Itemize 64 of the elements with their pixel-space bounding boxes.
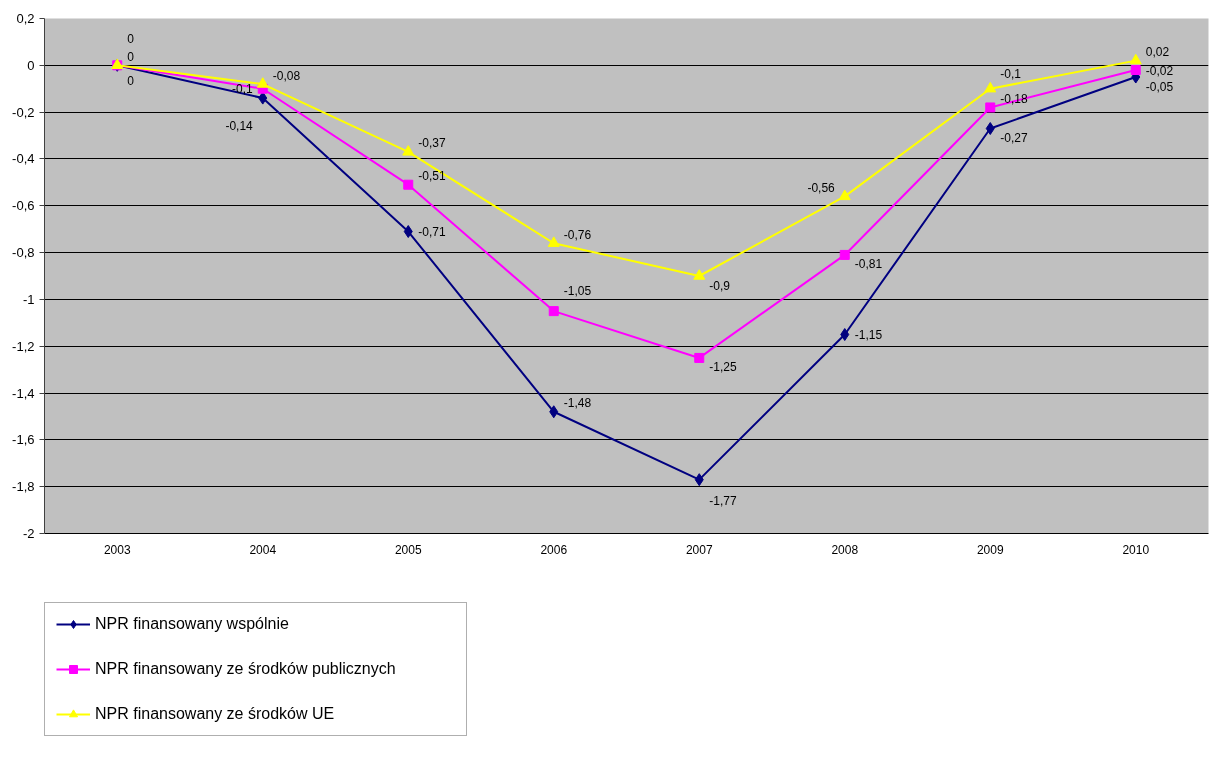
data-label: -0,76: [563, 227, 592, 242]
data-label: -0,14: [225, 118, 254, 133]
x-tick-label: 2004: [249, 542, 277, 557]
point: [258, 91, 268, 105]
data-label: -0,02: [1145, 63, 1174, 78]
y-tick-label: 0,2: [16, 11, 35, 26]
point: [985, 102, 996, 113]
x-tick-label: 2010: [1122, 542, 1150, 557]
y-tick-label: -0,4: [12, 151, 35, 167]
x-tick-label: 2005: [394, 542, 422, 557]
data-label: -0,1: [1000, 67, 1022, 82]
y-tick-label: 0: [27, 57, 35, 73]
point: [985, 122, 995, 136]
data-label: -1,25: [709, 360, 737, 375]
point: [403, 179, 414, 190]
data-label: -0,05: [1145, 79, 1174, 94]
point: [403, 225, 413, 239]
point: [694, 473, 704, 487]
y-tick-label: -1,2: [12, 338, 35, 354]
legend-label: NPR finansowany ze środków UE: [95, 704, 336, 724]
data-label: -0,9: [709, 278, 731, 293]
x-tick-label: 2007: [685, 542, 713, 557]
point: [694, 352, 705, 363]
data-label: 0: [127, 31, 135, 46]
data-label: -1,77: [709, 494, 737, 509]
point: [1130, 65, 1141, 75]
x-tick-label: 2009: [976, 542, 1004, 557]
x-tick-label: 2008: [831, 542, 859, 557]
point: [693, 269, 706, 280]
data-label: -0,37: [418, 136, 446, 151]
point: [548, 306, 559, 317]
data-label: -0,56: [807, 180, 836, 195]
point: [838, 189, 851, 201]
data-label: -1,15: [854, 328, 883, 343]
data-label: -0,81: [854, 257, 883, 272]
y-tick-label: -1,8: [12, 479, 35, 495]
data-label: -0,51: [418, 169, 446, 184]
legend-label: NPR finansowany ze środków publicznych: [95, 659, 397, 679]
point: [1129, 53, 1142, 65]
y-tick-label: -1: [22, 291, 35, 307]
data-label: -0,08: [272, 68, 301, 83]
y-tick-label: -0,6: [12, 198, 35, 214]
data-label: 0: [127, 49, 135, 64]
data-label: -1,48: [563, 396, 592, 411]
point: [549, 405, 559, 419]
point: [256, 77, 269, 88]
y-tick-label: -0,8: [12, 245, 35, 261]
y-tick-label: -0,2: [12, 104, 35, 120]
data-label: -1,05: [563, 283, 592, 298]
x-tick-label: 2006: [540, 542, 568, 557]
point: [839, 249, 850, 260]
x-tick-label: 2003: [103, 542, 131, 557]
point: [547, 236, 560, 247]
data-label: 0,02: [1145, 45, 1170, 60]
data-label: 0: [127, 73, 135, 88]
point: [984, 81, 997, 93]
legend-label: NPR finansowany wspólnie: [95, 614, 290, 634]
point: [402, 145, 415, 156]
data-label: -0,27: [1000, 131, 1028, 146]
y-tick-label: -2: [22, 526, 35, 541]
y-tick-label: -1,6: [12, 432, 35, 448]
point: [840, 328, 850, 342]
data-label: -0,71: [418, 225, 446, 240]
y-tick-label: -1,4: [12, 385, 35, 401]
